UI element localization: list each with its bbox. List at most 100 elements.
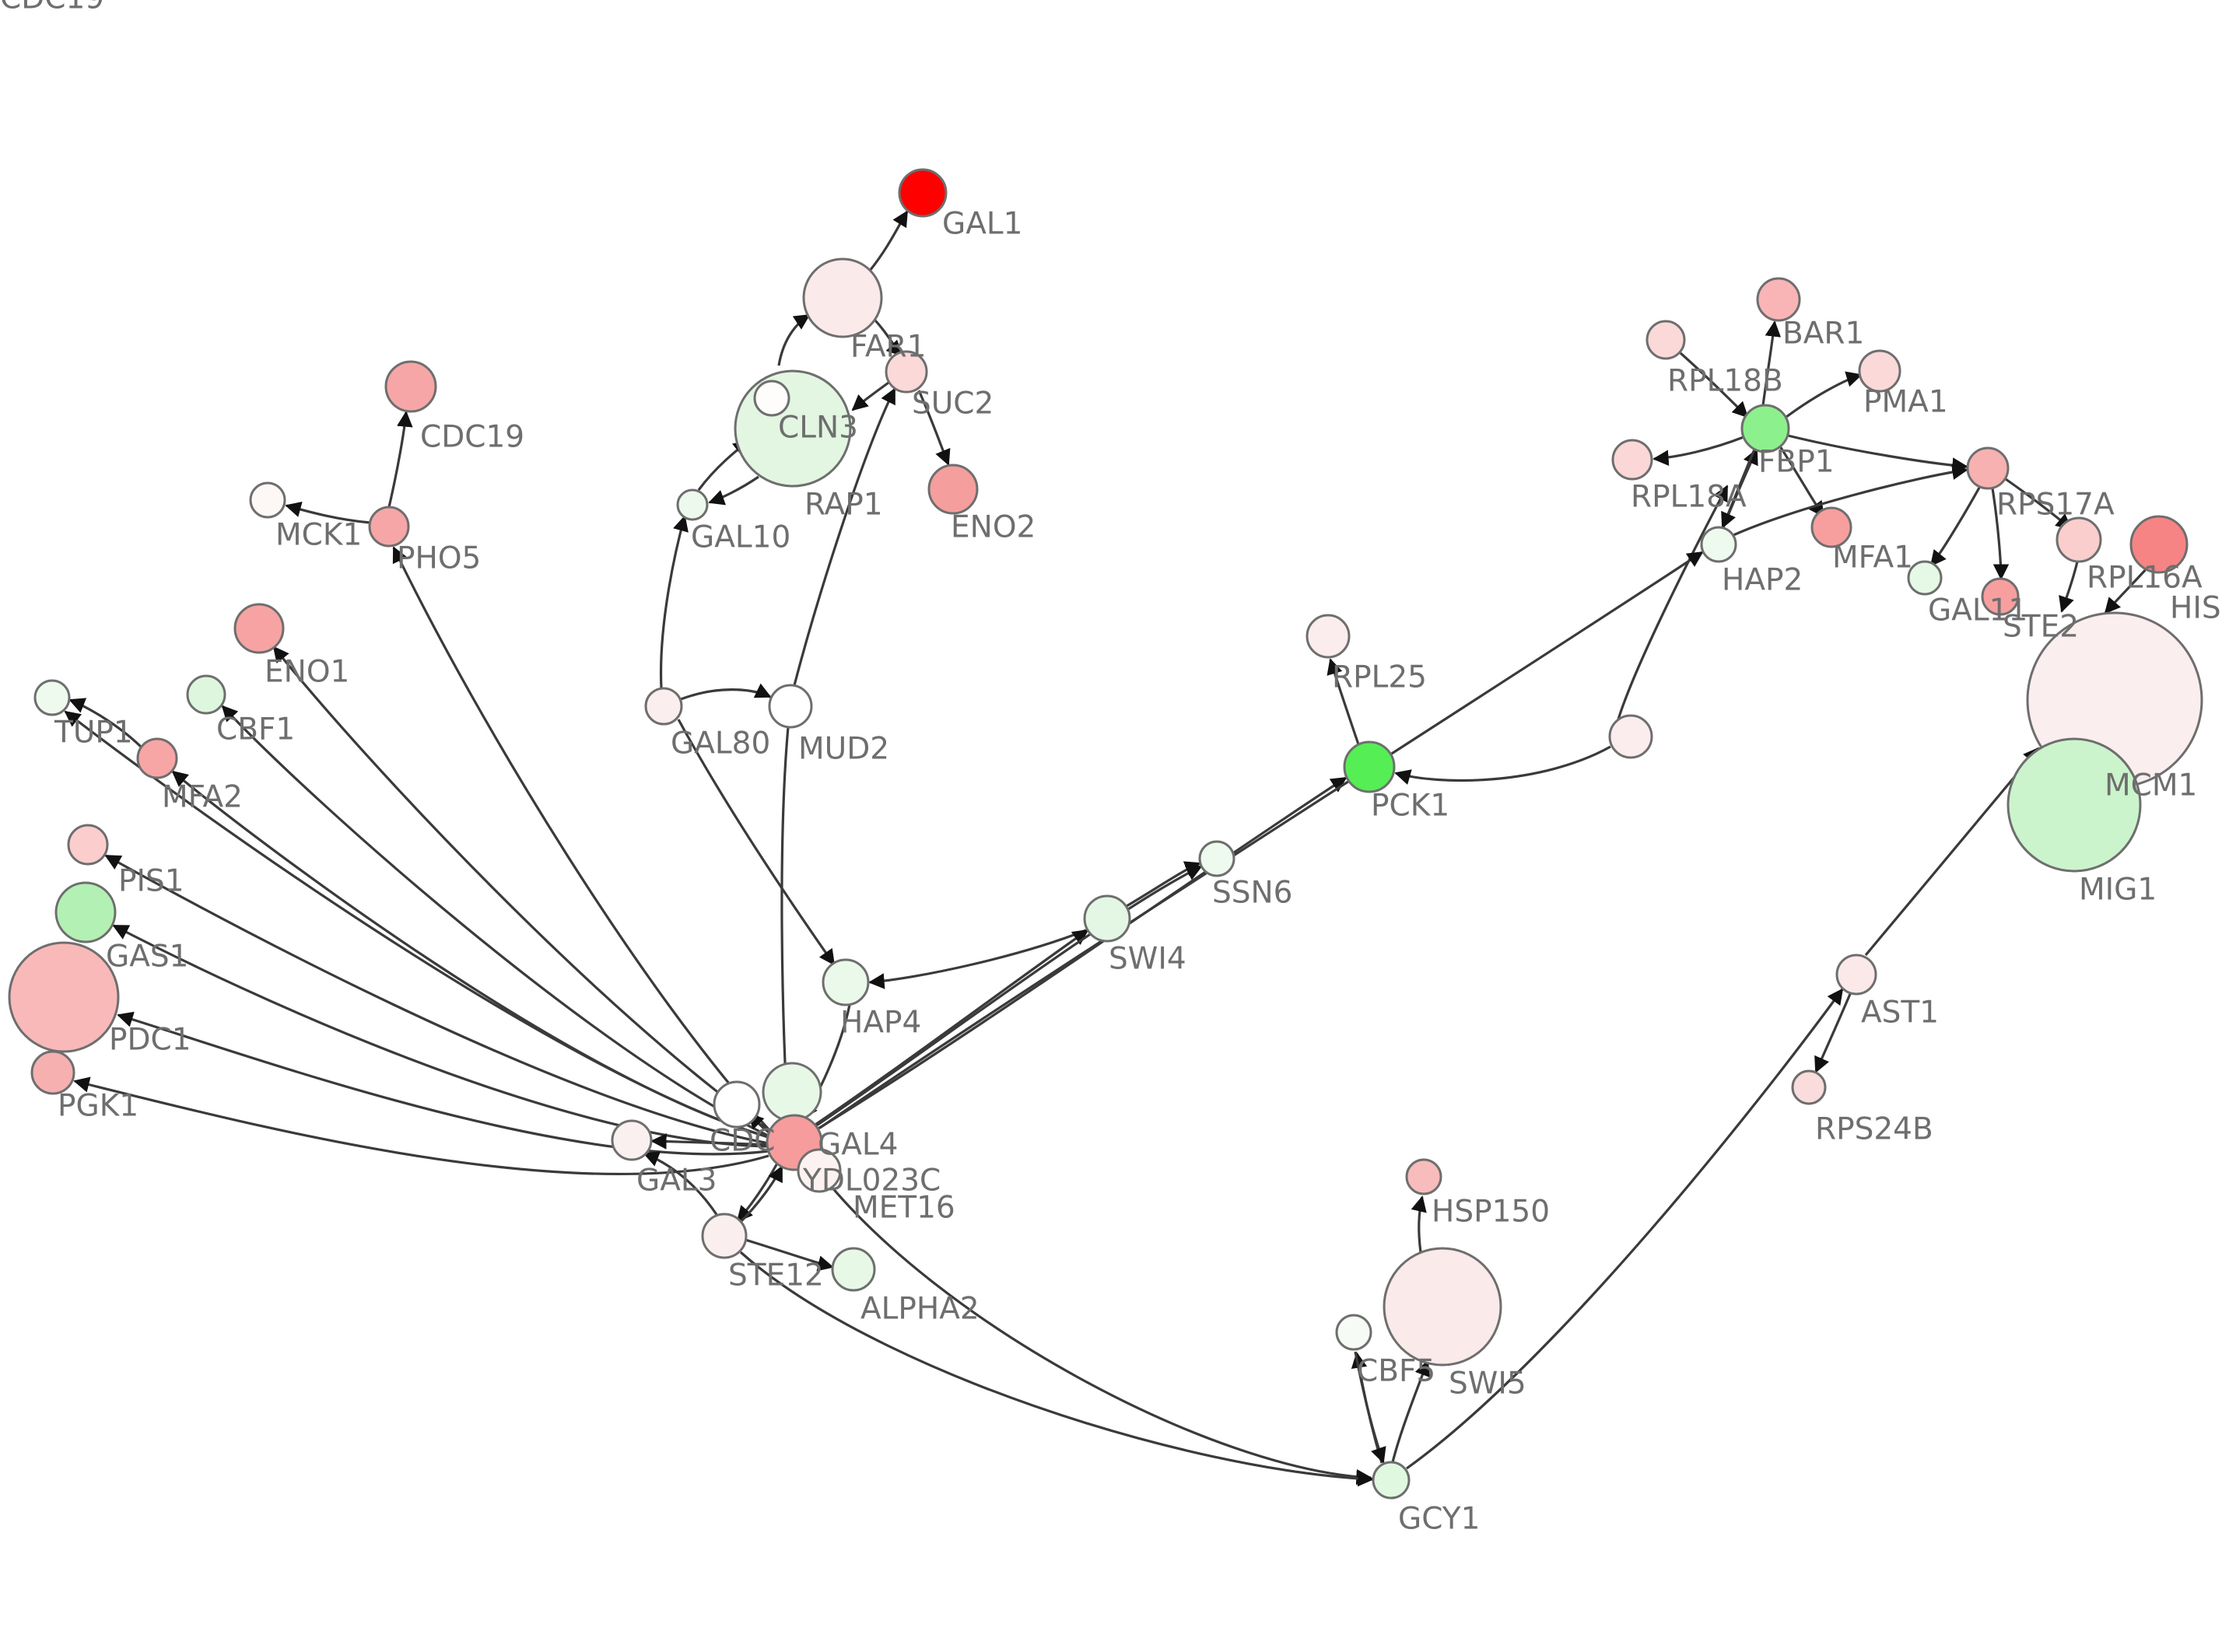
edge-CLN3-to-FAR1 xyxy=(777,313,811,366)
edge-SWI4-to-SSN6 xyxy=(1126,861,1201,908)
node-SWI4[interactable] xyxy=(1083,894,1131,943)
edge-GAL4-to-SSN6 xyxy=(815,865,1203,1128)
node-label-BAR1: BAR1 xyxy=(1782,317,1864,352)
node-SWI5[interactable] xyxy=(1383,1247,1502,1367)
node-GAL80[interactable] xyxy=(644,687,683,726)
node-label-AST1: AST1 xyxy=(1861,996,1939,1031)
node-RPS17A[interactable] xyxy=(1966,446,2010,490)
node-MIG1[interactable] xyxy=(2006,737,2142,873)
node-label-YDL023C: YDL023C xyxy=(802,1164,941,1199)
edge-STE12-to-GAL4 xyxy=(738,1165,783,1225)
node-RPL25[interactable] xyxy=(1306,614,1351,659)
node-label-FBP1: FBP1 xyxy=(1758,445,1835,480)
edge-GAL4-to-SWI4 xyxy=(810,929,1089,1129)
node-PHO5[interactable] xyxy=(368,506,410,548)
node-SSN6[interactable] xyxy=(1198,840,1235,877)
node-STE12[interactable] xyxy=(701,1213,748,1259)
edge-GAL4-to-GAL3 xyxy=(650,1133,771,1150)
node-AST1[interactable] xyxy=(1835,954,1877,996)
node-label-CBF5: CBF5 xyxy=(1357,1354,1435,1389)
edge-FBP1-to-HAP2 xyxy=(1721,449,1756,529)
edge-HAP2-to-RPS17A xyxy=(1733,464,1968,537)
node-MFA1[interactable] xyxy=(1810,506,1852,548)
node-CBF5[interactable] xyxy=(1335,1314,1372,1351)
node-RPL18A[interactable] xyxy=(1611,439,1653,481)
node-GCY1[interactable] xyxy=(1372,1461,1411,1500)
edge-STE12-to-GAL3 xyxy=(643,1151,719,1216)
node-HSP150[interactable] xyxy=(1405,1158,1442,1195)
node-FAR1[interactable] xyxy=(802,257,883,338)
node-GAL1[interactable] xyxy=(898,168,948,218)
node-MUD2[interactable] xyxy=(768,684,813,729)
node-label-SWI4: SWI4 xyxy=(1109,942,1186,977)
node-label-TUP1: TUP1 xyxy=(54,716,133,751)
edge-GAL4-to-MFA2 xyxy=(171,770,769,1139)
node-label-MUD2: MUD2 xyxy=(798,732,889,767)
node-label-HAP2: HAP2 xyxy=(1722,563,1803,598)
node-CDCx[interactable] xyxy=(713,1080,761,1129)
node-label-GAL4: GAL4 xyxy=(818,1128,898,1163)
node-STE2[interactable] xyxy=(1981,577,2020,616)
node-ALPHA2[interactable] xyxy=(831,1247,876,1292)
node-PDC1[interactable] xyxy=(8,941,120,1053)
node-CDC19b[interactable] xyxy=(384,360,437,413)
node-GAL11[interactable] xyxy=(1907,560,1943,596)
node-YDL023C[interactable] xyxy=(797,1148,842,1193)
node-label-SSN6: SSN6 xyxy=(1212,876,1293,911)
node-GAL3[interactable] xyxy=(611,1119,653,1161)
edge-STE12-to-GCY1 xyxy=(739,1251,1374,1487)
node-label-RPS17A: RPS17A xyxy=(1996,488,2115,523)
node-pinkmid[interactable] xyxy=(1608,714,1653,759)
node-label-CDCx: CDC xyxy=(710,1124,776,1159)
node-GAL10[interactable] xyxy=(676,488,709,521)
node-label-PGK1: PGK1 xyxy=(58,1089,138,1124)
node-MET16[interactable] xyxy=(762,1062,822,1122)
edge-GAL4-to-GCY1 xyxy=(814,1166,1372,1486)
edge-pinkmid-to-FBP1 xyxy=(1617,485,1729,720)
edge-SWI5-to-HSP150 xyxy=(1411,1195,1427,1253)
node-CBF1[interactable] xyxy=(186,674,226,715)
edge-RPL16A-to-MCM1 xyxy=(2059,561,2079,613)
edge-PHO5-to-CDC19b xyxy=(387,411,413,508)
node-HAP2[interactable] xyxy=(1700,526,1737,563)
node-RPS24B[interactable] xyxy=(1791,1069,1827,1105)
node-HIS4[interactable] xyxy=(2129,515,2189,574)
node-RPL18B[interactable] xyxy=(1645,320,1686,360)
node-SUC2[interactable] xyxy=(885,350,928,394)
node-BAR1[interactable] xyxy=(1756,277,1801,322)
node-PGK1[interactable] xyxy=(30,1050,75,1095)
node-label-GAL3: GAL3 xyxy=(636,1164,717,1199)
node-ENO1[interactable] xyxy=(233,603,285,654)
node-label-CDC19b: CDC19 xyxy=(420,420,524,455)
node-label-STE2: STE2 xyxy=(2003,610,2079,645)
edge-PCK1-to-RPL25 xyxy=(1327,658,1360,745)
node-label-FAR1: FAR1 xyxy=(850,330,926,365)
node-label-GCY1: GCY1 xyxy=(1398,1502,1480,1537)
node-ENO2[interactable] xyxy=(927,464,979,515)
node-RPL16A[interactable] xyxy=(2056,516,2102,563)
edge-FBP1-to-BAR1 xyxy=(1761,320,1782,406)
node-label-PIS1: PIS1 xyxy=(118,864,184,899)
node-FBP1[interactable] xyxy=(1740,404,1790,453)
node-label-MIG1: MIG1 xyxy=(2079,873,2157,908)
node-label-MFA1: MFA1 xyxy=(1832,541,1913,576)
node-PMA1[interactable] xyxy=(1858,349,1901,393)
edge-SUC2-to-CLN3 xyxy=(851,381,889,411)
edge-MUD2-to-SUC2 xyxy=(793,387,896,686)
node-label-HAP4: HAP4 xyxy=(840,1006,921,1041)
node-TUP1[interactable] xyxy=(33,679,71,716)
labels-layer: GAL1 FAR1 SUC2 CLN3 RAP1 ENO2 GAL10 CDC19 GAL80 M… xyxy=(0,0,2222,1537)
node-PCK1[interactable] xyxy=(1343,740,1396,793)
node-label-PMA1: PMA1 xyxy=(1863,385,1948,420)
node-MFA2[interactable] xyxy=(136,737,178,779)
node-label-GAL11: GAL11 xyxy=(1928,593,2027,628)
node-label-CLN3: CLN3 xyxy=(778,411,858,446)
node-GAS1[interactable] xyxy=(54,881,117,943)
node-label-GAL10: GAL10 xyxy=(691,520,790,555)
node-HAP4[interactable] xyxy=(822,958,870,1006)
node-RAP1[interactable] xyxy=(753,380,790,417)
node-PIS1[interactable] xyxy=(67,824,109,866)
node-MCK1[interactable] xyxy=(249,481,286,519)
edge-PHO5-to-MCK1 xyxy=(285,502,371,524)
